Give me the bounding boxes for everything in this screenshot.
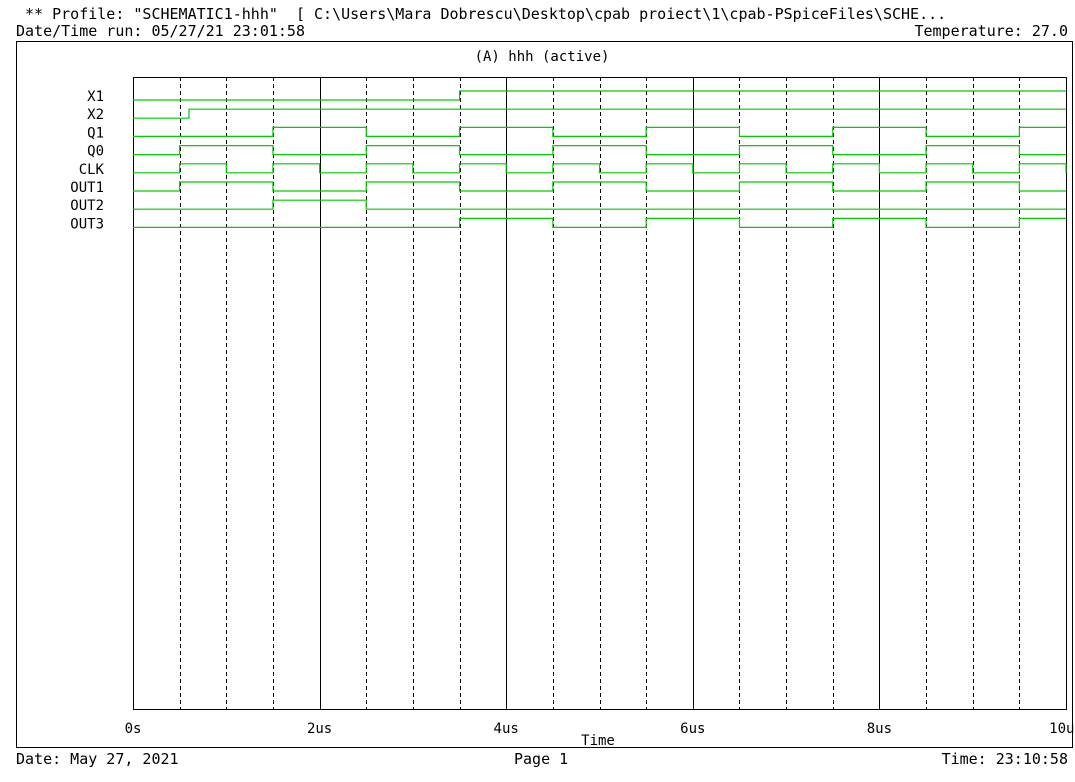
signal-label: CLK	[79, 162, 105, 178]
signal-trace	[133, 145, 1066, 156]
signal-trace	[133, 126, 1066, 137]
x-tick-label: 10us	[1049, 721, 1075, 737]
signal-label: OUT3	[70, 216, 104, 232]
signals: X1 X2 Q1 Q0 CLK OUT1 OUT2 OUT3	[70, 89, 1067, 232]
x-tick-label: 4us	[494, 721, 519, 737]
signal-trace	[133, 217, 1066, 228]
signal-label: Q0	[87, 144, 104, 160]
x-tick-label: 2us	[307, 721, 332, 737]
plot-area	[133, 77, 1067, 710]
plot-title: (A) hhh (active)	[475, 49, 610, 65]
signal-trace	[133, 90, 1066, 101]
x-tick-label: 0s	[125, 721, 142, 737]
signal-label: Q1	[87, 125, 104, 141]
footer-date: Date: May 27, 2021	[16, 750, 179, 768]
temperature: Temperature: 27.0	[914, 22, 1068, 40]
signal-trace	[133, 181, 1066, 192]
signal-label: X2	[87, 107, 104, 123]
datetime-run: Date/Time run: 05/27/21 23:01:58	[16, 22, 305, 40]
page-frame	[16, 41, 1073, 748]
x-tick-label: 8us	[867, 721, 892, 737]
profile-line: ** Profile: "SCHEMATIC1-hhh" [ C:\Users\…	[16, 5, 947, 23]
signal-trace	[133, 163, 1067, 174]
x-axis-label: Time	[581, 733, 615, 749]
footer-page: Page 1	[514, 750, 569, 768]
signal-label: X1	[87, 89, 104, 105]
signal-label: OUT2	[70, 198, 104, 214]
x-tick-label: 6us	[680, 721, 705, 737]
x-axis: 0s 2us 4us 6us 8us 10us	[125, 721, 1075, 737]
footer-time: Time: 23:10:58	[941, 750, 1068, 768]
signal-label: OUT1	[70, 180, 104, 196]
signal-trace	[133, 108, 1066, 119]
signal-trace	[133, 199, 1066, 210]
